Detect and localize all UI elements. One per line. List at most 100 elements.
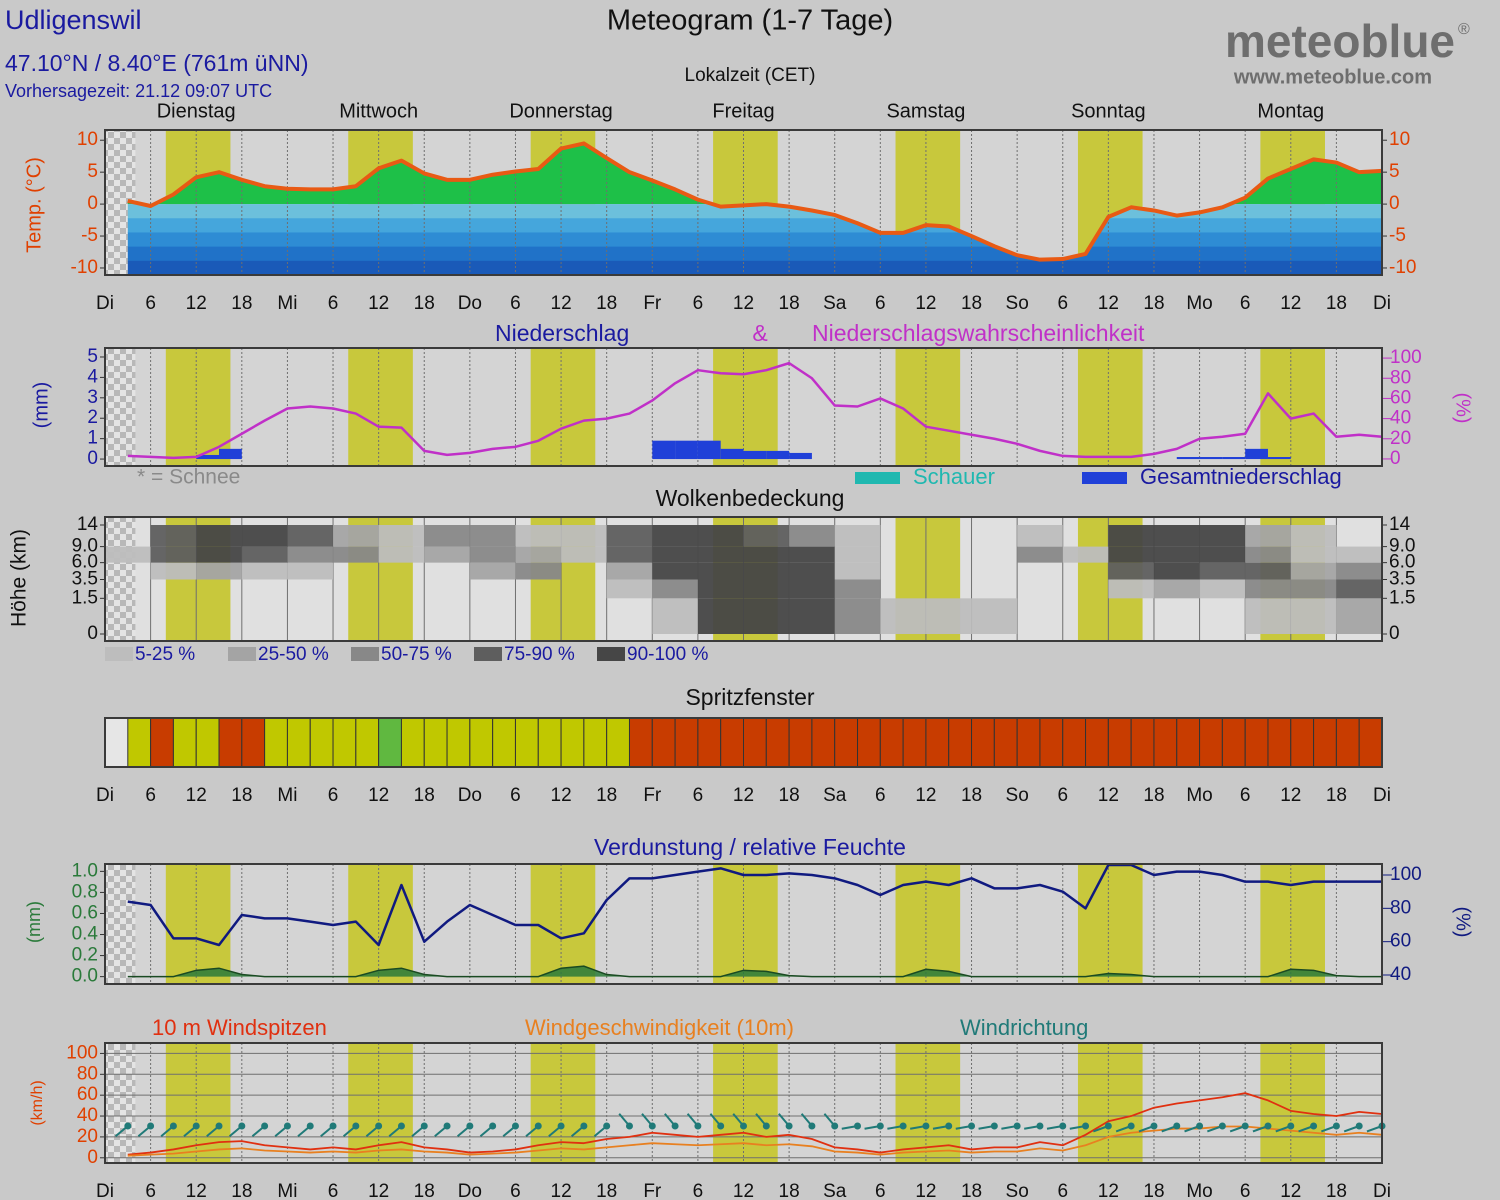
y-tick-label: 6.0 [1389,552,1415,573]
cloud-cell [697,562,744,580]
cloud-cell [196,562,242,580]
x-tick-label: 6 [875,1181,886,1200]
y-tick-label: 14 [1389,514,1411,535]
x-tick-label: 12 [915,293,936,314]
wind-direction-dot [283,1122,291,1130]
x-tick-label: 18 [961,293,982,314]
cloud-cell [1245,525,1291,547]
wind-direction-dot [899,1122,907,1130]
spray-window-cell [1085,717,1109,768]
past-period [105,517,136,641]
series-line [127,1125,1383,1157]
y-tick-label: 2 [87,407,98,428]
cloud-cell [1199,562,1246,580]
legend-label: 90-100 % [627,644,708,665]
x-tick-label: 6 [875,785,886,806]
spray-window-cell [195,717,220,768]
daylight-band [1077,864,1143,984]
wind-direction-dot [694,1122,702,1130]
legend-swatch [597,647,625,661]
spray-window-cell [1313,717,1337,768]
x-tick-label: 6 [510,293,521,314]
day-label: Mittwoch [339,100,418,122]
spray-window-cell [606,717,630,768]
x-tick-label: Sa [823,785,847,806]
spray-window-cell [355,717,380,768]
x-tick-label: 18 [1326,1181,1347,1200]
wind-direction-dot [671,1122,679,1130]
spray-window-cell [902,717,927,768]
cloud-cell [697,598,744,634]
y-tick-label: 0 [1389,623,1400,644]
logo-mark: ® [1458,21,1470,38]
precip-bar [652,440,676,460]
chart-panel: Di 6 12 18 Mi 6 12 18 Do 6 12 18 Fr 6 12 18 Sa 6 12 18 So 6 12… [96,717,1391,806]
y-tick-label: 40 [77,1105,98,1126]
x-tick-label: 12 [1280,785,1301,806]
cloud-cell [652,525,698,547]
spray-window-cell [697,717,722,768]
spray-window-cell [560,717,585,768]
cloud-cell [652,598,698,634]
cloud-cell [1245,562,1291,580]
area-line [127,965,1382,978]
cloud-cell [697,579,744,599]
cloud-cell [697,525,744,547]
y-tick-label: 1.0 [72,860,98,881]
y-tick-label: 0 [87,448,98,469]
wind-direction-dot [854,1122,862,1130]
cloud-cell [561,546,607,563]
chart-panel: 012345020406080100GesamtniederschlagScha… [87,346,1421,489]
cloud-cell [1153,546,1200,563]
daylight-band [165,348,231,466]
cloud-cell [515,562,562,580]
spray-window-cell [1130,717,1155,768]
cloud-cell [287,525,334,547]
cloud-cell [606,525,653,547]
cloud-cell [1290,562,1337,580]
x-tick-label: 18 [961,1181,982,1200]
cloud-cell [196,546,242,563]
chart-panel: -10 -10 -5 -5 0 0 5 5 10 10 Di 6 12 18 Mi 6 12 18 Do 6 12 18 F… [71,129,1416,314]
x-tick-label: 18 [231,1181,252,1200]
spray-window-cell [993,717,1018,768]
x-tick-label: Di [1373,293,1391,314]
wind-direction-dot [1082,1122,1090,1130]
x-tick-label: 12 [551,785,572,806]
y-axis-label: Temp. (°C) [23,157,45,253]
legend-label: 25-50 % [258,644,329,665]
x-tick-label: 12 [1098,1181,1119,1200]
wind-direction-dot [876,1122,884,1130]
y-tick-label: -5 [81,225,98,246]
chart-panel: 0.00.20.40.60.81.0 40 60 80 100 [72,860,1422,986]
cloud-title: Wolkenbedeckung [656,485,845,511]
cloud-cell [150,546,197,563]
daylight-band [713,864,778,984]
spray-window-cell [788,717,813,768]
spray-window-cell [446,717,471,768]
spray-window-cell [1267,717,1292,768]
cloud-cell [1336,579,1382,599]
legend-swatch [105,647,133,661]
plot-frame [104,717,1383,768]
x-tick-label: Mo [1186,293,1212,314]
x-tick-label: 6 [1240,785,1251,806]
x-tick-label: Fr [643,293,662,314]
wind-direction-dot [1196,1122,1204,1130]
wind-direction-dot [968,1122,976,1130]
x-tick-label: 6 [693,293,704,314]
y-tick-label: 1.5 [72,587,98,608]
cloud-cell [378,525,425,547]
chart-panel: 0 01.5 1.53.5 3.56.0 6.09.0 9.014 145-25 % 25-5… [72,514,1416,665]
x-tick-label: Fr [643,1181,662,1200]
wind-direction-dot [990,1122,998,1130]
past-period [105,348,136,466]
wind-direction-dot [1264,1122,1272,1130]
spray-window-cell [628,717,653,768]
spray-window-cell [811,717,836,768]
y2-tick-label: 80 [1390,897,1411,918]
forecast-time: Vorhersagezeit: 21.12 09:07 UTC [5,81,272,101]
cloud-cell [1108,562,1154,580]
